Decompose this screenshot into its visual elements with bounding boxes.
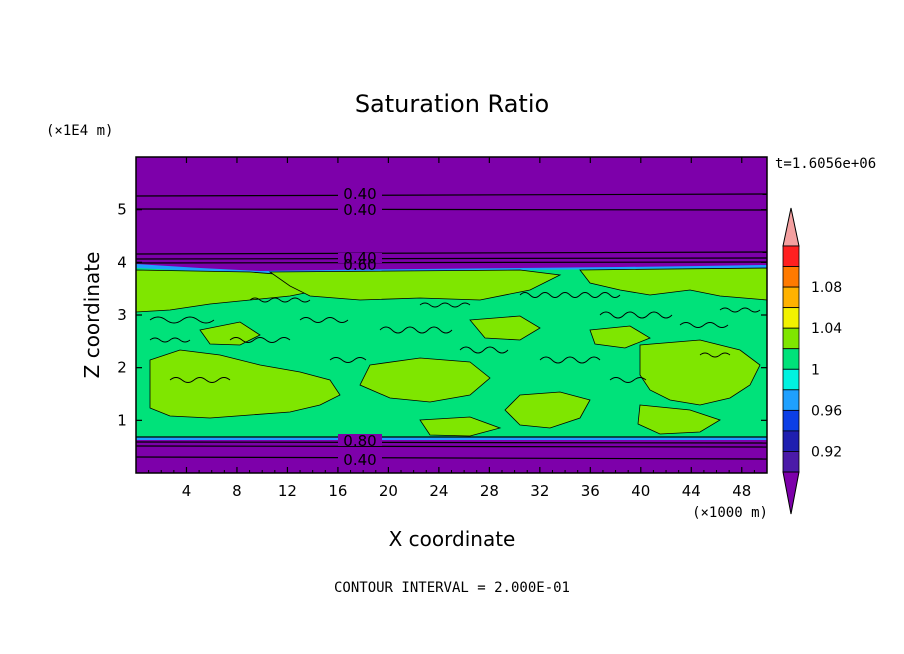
contour-label: 0.40 [343, 249, 376, 267]
chart-title: Saturation Ratio [355, 90, 549, 118]
contour-labels: 0.40 0.40 0.40 0.60 0.80 0.40 [338, 185, 382, 469]
x-axis: 4 8 12 16 20 24 28 32 36 40 44 48 [148, 157, 755, 500]
colorbar-label: 0.92 [811, 444, 842, 460]
colorbar-swatch [782, 307, 800, 329]
y-tick-label: 4 [117, 253, 127, 271]
y-axis-unit: (×1E4 m) [46, 123, 113, 139]
contour-interval-note: CONTOUR INTERVAL = 2.000E-01 [334, 580, 570, 596]
colorbar-label: 1 [811, 362, 820, 378]
x-axis-unit: (×1000 m) [692, 505, 768, 521]
x-tick-label: 32 [530, 482, 549, 500]
contour-lines [136, 193, 767, 460]
y-tick-label: 1 [117, 411, 127, 429]
colorbar-over-triangle [782, 207, 800, 247]
colorbar-swatch [782, 327, 800, 350]
time-label: t=1.6056e+06 [775, 156, 876, 172]
colorbar-swatch [782, 389, 800, 411]
turbulent-contours [149, 292, 761, 383]
x-tick-label: 4 [182, 482, 192, 500]
x-axis-title: X coordinate [389, 527, 516, 551]
x-tick-label: 20 [379, 482, 398, 500]
colorbar: 0.92 0.96 1 1.04 1.08 [782, 207, 842, 515]
y-tick-label: 2 [117, 359, 127, 377]
x-tick-label: 28 [480, 482, 499, 500]
x-tick-label: 48 [732, 482, 751, 500]
x-tick-label: 24 [429, 482, 448, 500]
x-tick-label: 12 [278, 482, 297, 500]
x-tick-label: 36 [581, 482, 600, 500]
y-tick-label: 5 [117, 201, 127, 219]
x-tick-label: 40 [631, 482, 650, 500]
y-axis-title: Z coordinate [80, 252, 104, 379]
contour-label: 0.60 [343, 256, 376, 274]
colorbar-swatch [782, 286, 800, 309]
colorbar-label: 1.04 [811, 321, 842, 337]
y-axis: 1 2 3 4 5 [117, 201, 767, 429]
x-tick-label: 8 [232, 482, 242, 500]
colorbar-label: 0.96 [811, 403, 842, 419]
contour-label: 0.40 [343, 185, 376, 203]
colorbar-swatch [782, 245, 800, 267]
contour-label: 0.80 [343, 432, 376, 450]
x-tick-label: 44 [682, 482, 701, 500]
colorbar-swatch [782, 430, 800, 452]
colorbar-swatch [782, 409, 800, 432]
contour-field [136, 157, 767, 473]
y-tick-label: 3 [117, 306, 127, 324]
colorbar-under-triangle [782, 471, 800, 515]
x-tick-label: 16 [328, 482, 347, 500]
contour-label: 0.40 [343, 201, 376, 219]
colorbar-swatch [782, 348, 800, 370]
colorbar-swatch [782, 451, 800, 473]
colorbar-label: 1.08 [811, 280, 842, 296]
contour-label: 0.40 [343, 451, 376, 469]
supersaturated-patches [136, 267, 767, 437]
colorbar-swatch [782, 266, 800, 288]
colorbar-swatch [782, 368, 800, 391]
